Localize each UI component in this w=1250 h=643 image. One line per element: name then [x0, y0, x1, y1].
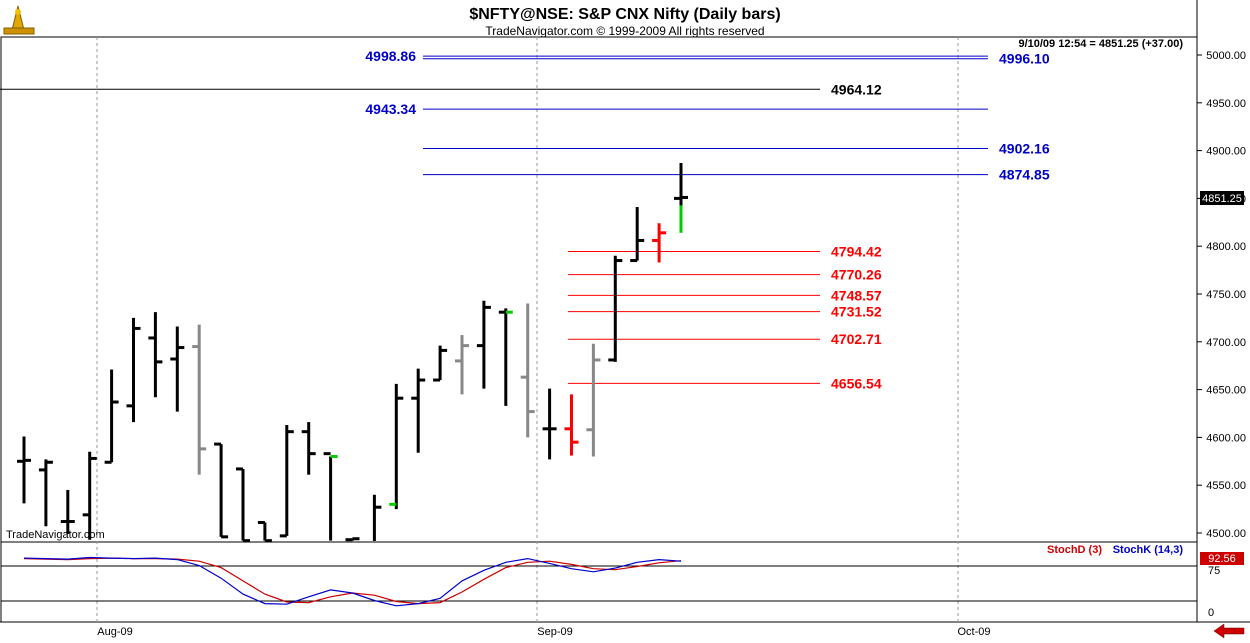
y-tick-label: 4800.00: [1206, 241, 1246, 253]
level-label: 4702.71: [831, 331, 882, 347]
last-price-label: 4851.25: [1202, 193, 1242, 205]
y-tick-label: 4900.00: [1206, 146, 1246, 158]
level-label: 4902.16: [999, 141, 1050, 157]
level-label: 4748.57: [831, 287, 882, 303]
price-panel-frame: [0, 36, 1198, 543]
stoch-d-line: [23, 557, 682, 605]
y-tick-label: 4550.00: [1206, 480, 1246, 492]
last-price-tag: [1200, 191, 1244, 205]
tradenavigator-logo-icon: [3, 5, 35, 35]
x-tick-label: Sep-09: [537, 626, 572, 638]
status-readout: 9/10/09 12:54 = 4851.25 (+37.00): [1018, 38, 1183, 50]
y-tick-label: 4500.00: [1206, 528, 1246, 540]
level-label: 4770.26: [831, 267, 882, 283]
stoch-d-legend: StochD (3): [1047, 544, 1102, 556]
stoch-last-tag: [1200, 552, 1244, 565]
chart-subtitle: TradeNavigator.com © 1999-2009 All right…: [485, 24, 764, 38]
level-label: 4874.85: [999, 167, 1050, 183]
stoch-k-legend: StochK (14,3): [1113, 544, 1184, 556]
stoch-tick-label: 0: [1208, 607, 1214, 619]
y-tick-label: 5000.00: [1206, 50, 1246, 62]
y-tick-label: 4600.00: [1206, 432, 1246, 444]
stochastic-panel: 75 0: [1, 556, 1220, 619]
x-tick-label: Aug-09: [97, 626, 132, 638]
stoch-panel-frame: [0, 541, 1198, 623]
price-axis: 5000.004950.004900.004850.004800.004750.…: [1197, 50, 1246, 540]
y-tick-label: 4950.00: [1206, 98, 1246, 110]
scroll-left-arrow-icon[interactable]: [1213, 623, 1245, 639]
chart-title: $NFTY@NSE: S&P CNX Nifty (Daily bars): [469, 6, 780, 23]
watermark: TradeNavigator.com: [6, 529, 105, 541]
level-label: 4731.52: [831, 304, 882, 320]
level-label: 4794.42: [831, 244, 882, 260]
y-tick-label: 4650.00: [1206, 385, 1246, 397]
price-levels: 4998.86 4996.10 4964.12 4943.34 4902.16 4874.…: [0, 48, 1050, 391]
level-label: 4998.86: [365, 48, 416, 64]
stoch-last-label: 92.56: [1208, 553, 1236, 565]
stoch-tick-label: 75: [1208, 565, 1220, 577]
level-label: 4964.12: [831, 81, 882, 97]
level-label: 4943.34: [365, 101, 416, 117]
y-tick-label: 4700.00: [1206, 337, 1246, 349]
x-tick-label: Oct-09: [957, 626, 990, 638]
level-label: 4996.10: [999, 51, 1050, 67]
y-tick-label: 4750.00: [1206, 289, 1246, 301]
vertical-grid: [96, 37, 959, 622]
price-bars: [17, 163, 688, 543]
stoch-k-line: [23, 556, 682, 607]
time-axis: Aug-09 Sep-09 Oct-09: [97, 626, 990, 638]
level-label: 4656.54: [831, 375, 882, 391]
